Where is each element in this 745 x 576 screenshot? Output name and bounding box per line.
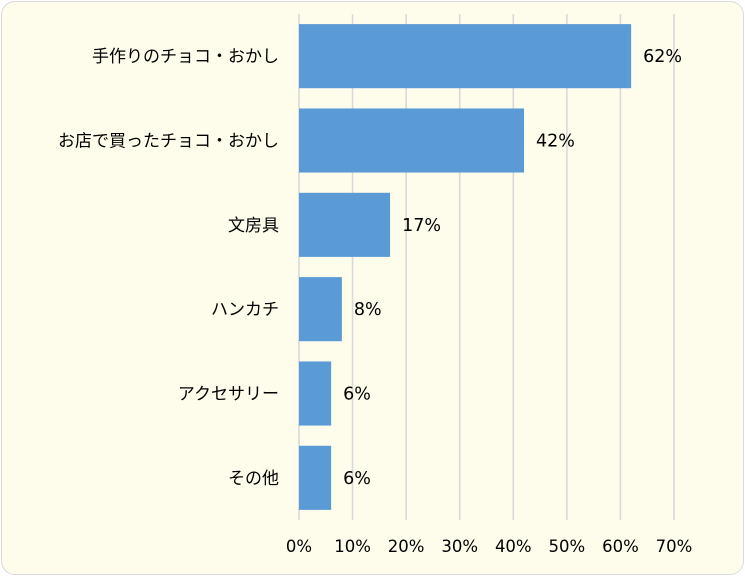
category-label: アクセサリー: [178, 385, 279, 405]
x-axis-tick-labels: 0% 10% 20% 30% 40% 50% 60% 70%: [286, 537, 692, 556]
bars: [299, 24, 632, 510]
x-tick-label: 20%: [388, 537, 425, 556]
category-label: 文房具: [228, 216, 279, 236]
x-tick-label: 50%: [549, 537, 586, 556]
data-label: 6%: [343, 385, 371, 405]
x-tick-label: 70%: [656, 537, 693, 556]
data-labels: 62% 42% 17% 8% 6% 6%: [343, 47, 682, 489]
data-label: 6%: [343, 469, 371, 489]
x-tick-label: 0%: [286, 537, 312, 556]
bar: [299, 24, 632, 89]
category-label: ハンカチ: [211, 300, 279, 320]
data-label: 62%: [643, 47, 682, 67]
data-label: 42%: [536, 132, 575, 152]
bar: [299, 108, 524, 173]
data-label: 8%: [354, 300, 382, 320]
category-label: その他: [228, 469, 279, 489]
x-tick-label: 60%: [602, 537, 639, 556]
bar: [299, 361, 332, 426]
x-tick-label: 40%: [495, 537, 532, 556]
x-tick-label: 10%: [334, 537, 371, 556]
data-label: 17%: [402, 216, 441, 236]
x-tick-label: 30%: [441, 537, 478, 556]
bar: [299, 445, 332, 510]
bar: [299, 192, 391, 257]
category-label: 手作りのチョコ・おかし: [92, 47, 279, 67]
category-label: お店で買ったチョコ・おかし: [58, 132, 279, 152]
bar: [299, 277, 342, 342]
gridlines: [298, 14, 675, 520]
